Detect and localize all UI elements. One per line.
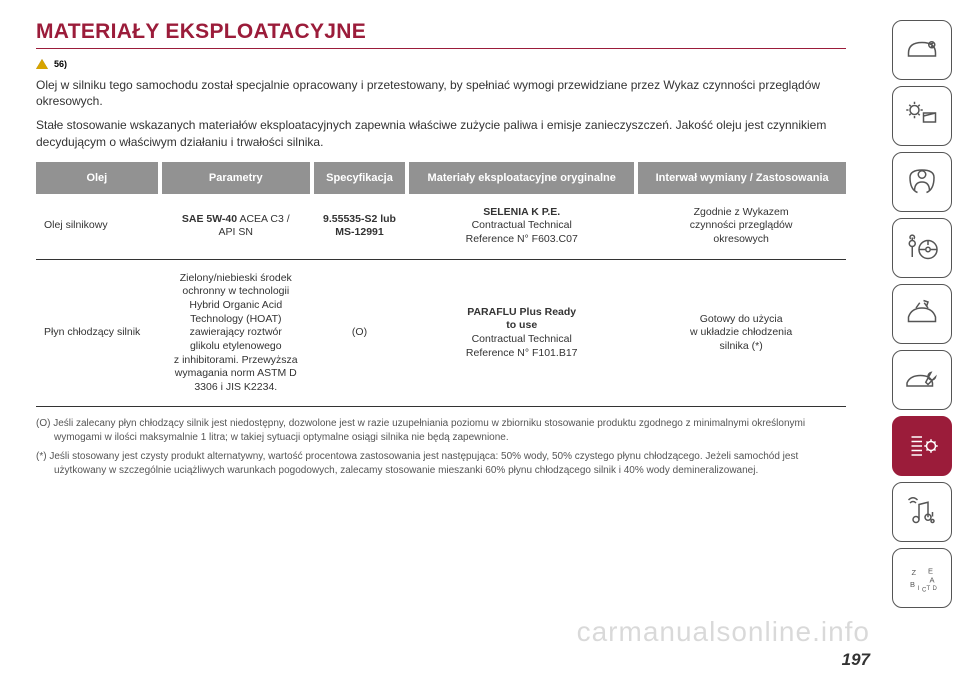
footnote-o: (O) Jeśli zalecany płyn chłodzący silnik… — [36, 417, 846, 444]
svg-text:E: E — [928, 567, 933, 576]
tab-warning[interactable] — [892, 284, 952, 344]
safety-icon — [904, 164, 940, 200]
tab-dashboard[interactable] — [892, 20, 952, 80]
cell: SAE 5W-40 ACEA C3 /API SN — [160, 194, 312, 259]
service-icon — [904, 362, 940, 398]
intro-paragraph-2: Stałe stosowanie wskazanych materiałów e… — [36, 117, 846, 149]
table-row: Olej silnikowy SAE 5W-40 ACEA C3 /API SN… — [36, 194, 846, 259]
th-spec: Specyfikacja — [312, 162, 407, 194]
intro-paragraph-1: Olej w silniku tego samochodu został spe… — [36, 77, 846, 109]
th-original: Materiały eksploatacyjne oryginalne — [407, 162, 636, 194]
table-header-row: Olej Parametry Specyfikacja Materiały ek… — [36, 162, 846, 194]
index-icon: ZEBAICTD — [904, 560, 940, 596]
tab-multimedia[interactable] — [892, 482, 952, 542]
techdata-icon — [904, 428, 940, 464]
tab-safety[interactable] — [892, 152, 952, 212]
cell: Gotowy do użyciaw układzie chłodzeniasil… — [636, 259, 846, 407]
cell: (O) — [312, 259, 407, 407]
start-drive-icon — [904, 230, 940, 266]
cell: 9.55535-S2 lubMS-12991 — [312, 194, 407, 259]
tab-service[interactable] — [892, 350, 952, 410]
cell: PARAFLU Plus Readyto useContractual Tech… — [407, 259, 636, 407]
th-params: Parametry — [160, 162, 312, 194]
tab-index[interactable]: ZEBAICTD — [892, 548, 952, 608]
th-interval: Interwał wymiany / Zastosowania — [636, 162, 846, 194]
svg-text:I: I — [918, 586, 920, 592]
table-body: Olej silnikowy SAE 5W-40 ACEA C3 /API SN… — [36, 194, 846, 407]
th-oil: Olej — [36, 162, 160, 194]
page-title: MATERIAŁY EKSPLOATACYJNE — [36, 20, 846, 49]
cell: Zgodnie z Wykazemczynności przeglądówokr… — [636, 194, 846, 259]
table-row: Płyn chłodzący silnik Zielony/niebieski … — [36, 259, 846, 407]
svg-text:A: A — [930, 576, 935, 585]
cell: Zielony/niebieski środekochronny w techn… — [160, 259, 312, 407]
svg-text:D: D — [933, 586, 938, 592]
cell: Płyn chłodzący silnik — [36, 259, 160, 407]
display-icon — [904, 98, 940, 134]
cell: SELENIA K P.E.Contractual TechnicalRefer… — [407, 194, 636, 259]
tab-display[interactable] — [892, 86, 952, 146]
svg-text:T: T — [927, 586, 931, 592]
side-nav: ZEBAICTD — [892, 20, 952, 608]
tab-techdata[interactable] — [892, 416, 952, 476]
tab-start-drive[interactable] — [892, 218, 952, 278]
watermark-text: carmanualsonline.info — [577, 616, 870, 648]
footnote-star: (*) Jeśli stosowany jest czysty produkt … — [36, 450, 846, 477]
fluids-table: Olej Parametry Specyfikacja Materiały ek… — [36, 162, 846, 408]
dashboard-icon — [904, 32, 940, 68]
warning-number: 56) — [54, 59, 67, 69]
page-content: MATERIAŁY EKSPLOATACYJNE 56) Olej w siln… — [36, 20, 846, 483]
svg-text:B: B — [910, 580, 915, 589]
svg-text:Z: Z — [912, 568, 917, 577]
warning-triangle-icon — [36, 59, 48, 69]
page-number: 197 — [842, 650, 870, 670]
multimedia-icon — [904, 494, 940, 530]
warning-reference: 56) — [36, 59, 846, 69]
warning-icon — [904, 296, 940, 332]
cell: Olej silnikowy — [36, 194, 160, 259]
